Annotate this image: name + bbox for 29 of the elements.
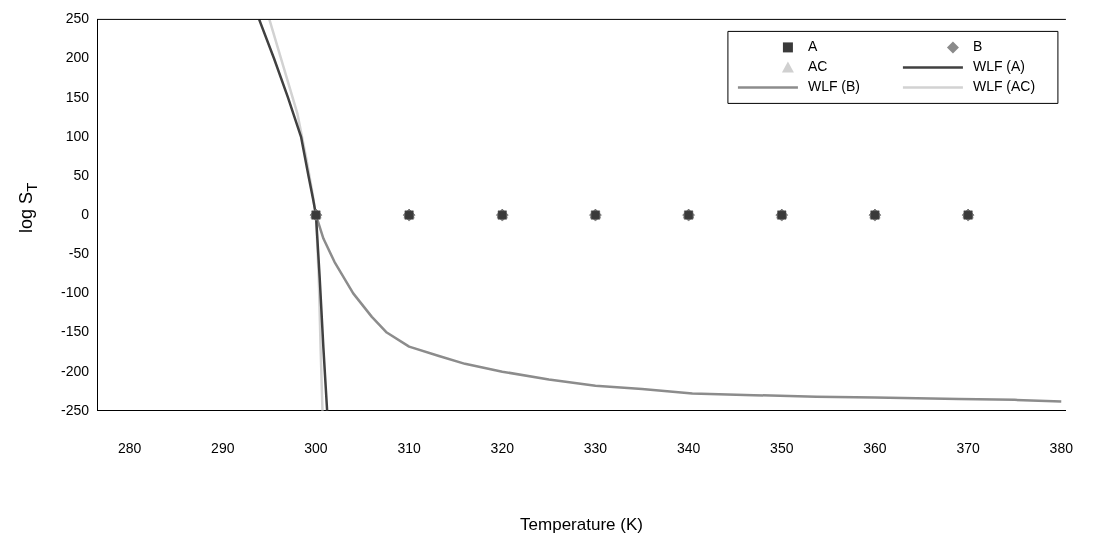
y-tick-label: 200	[65, 49, 90, 66]
legend-label: B	[972, 38, 983, 55]
x-tick-label: 370	[956, 440, 980, 457]
x-tick-label: 350	[770, 440, 794, 457]
y-tick-label: 0	[81, 205, 90, 222]
legend-label: WLF (AC)	[972, 78, 1036, 95]
y-tick-label: -150	[60, 323, 90, 340]
y-tick-label: -250	[60, 401, 90, 418]
legend-label: AC	[807, 58, 828, 75]
legend-label: A	[807, 38, 818, 55]
x-tick-label: 280	[117, 440, 142, 457]
y-tick-label: 100	[65, 127, 90, 144]
y-tick-label: 150	[65, 88, 90, 105]
y-tick-label: -200	[60, 362, 90, 379]
y-tick-label: 50	[73, 166, 90, 183]
y-tick-label: -50	[68, 245, 90, 262]
y-tick-label: 250	[65, 10, 90, 27]
legend-label: WLF (A)	[972, 58, 1026, 75]
x-tick-label: 360	[863, 440, 887, 457]
x-axis-title: Temperature (K)	[520, 515, 643, 535]
x-tick-label: 380	[1049, 440, 1074, 457]
y-tick-label: -100	[60, 284, 90, 301]
legend-label: WLF (B)	[807, 78, 861, 95]
x-tick-label: 300	[304, 440, 328, 457]
x-tick-label: 310	[397, 440, 422, 457]
x-tick-label: 320	[490, 440, 515, 457]
x-tick-label: 290	[211, 440, 235, 457]
x-tick-label: 330	[583, 440, 608, 457]
x-tick-label: 340	[676, 440, 701, 457]
